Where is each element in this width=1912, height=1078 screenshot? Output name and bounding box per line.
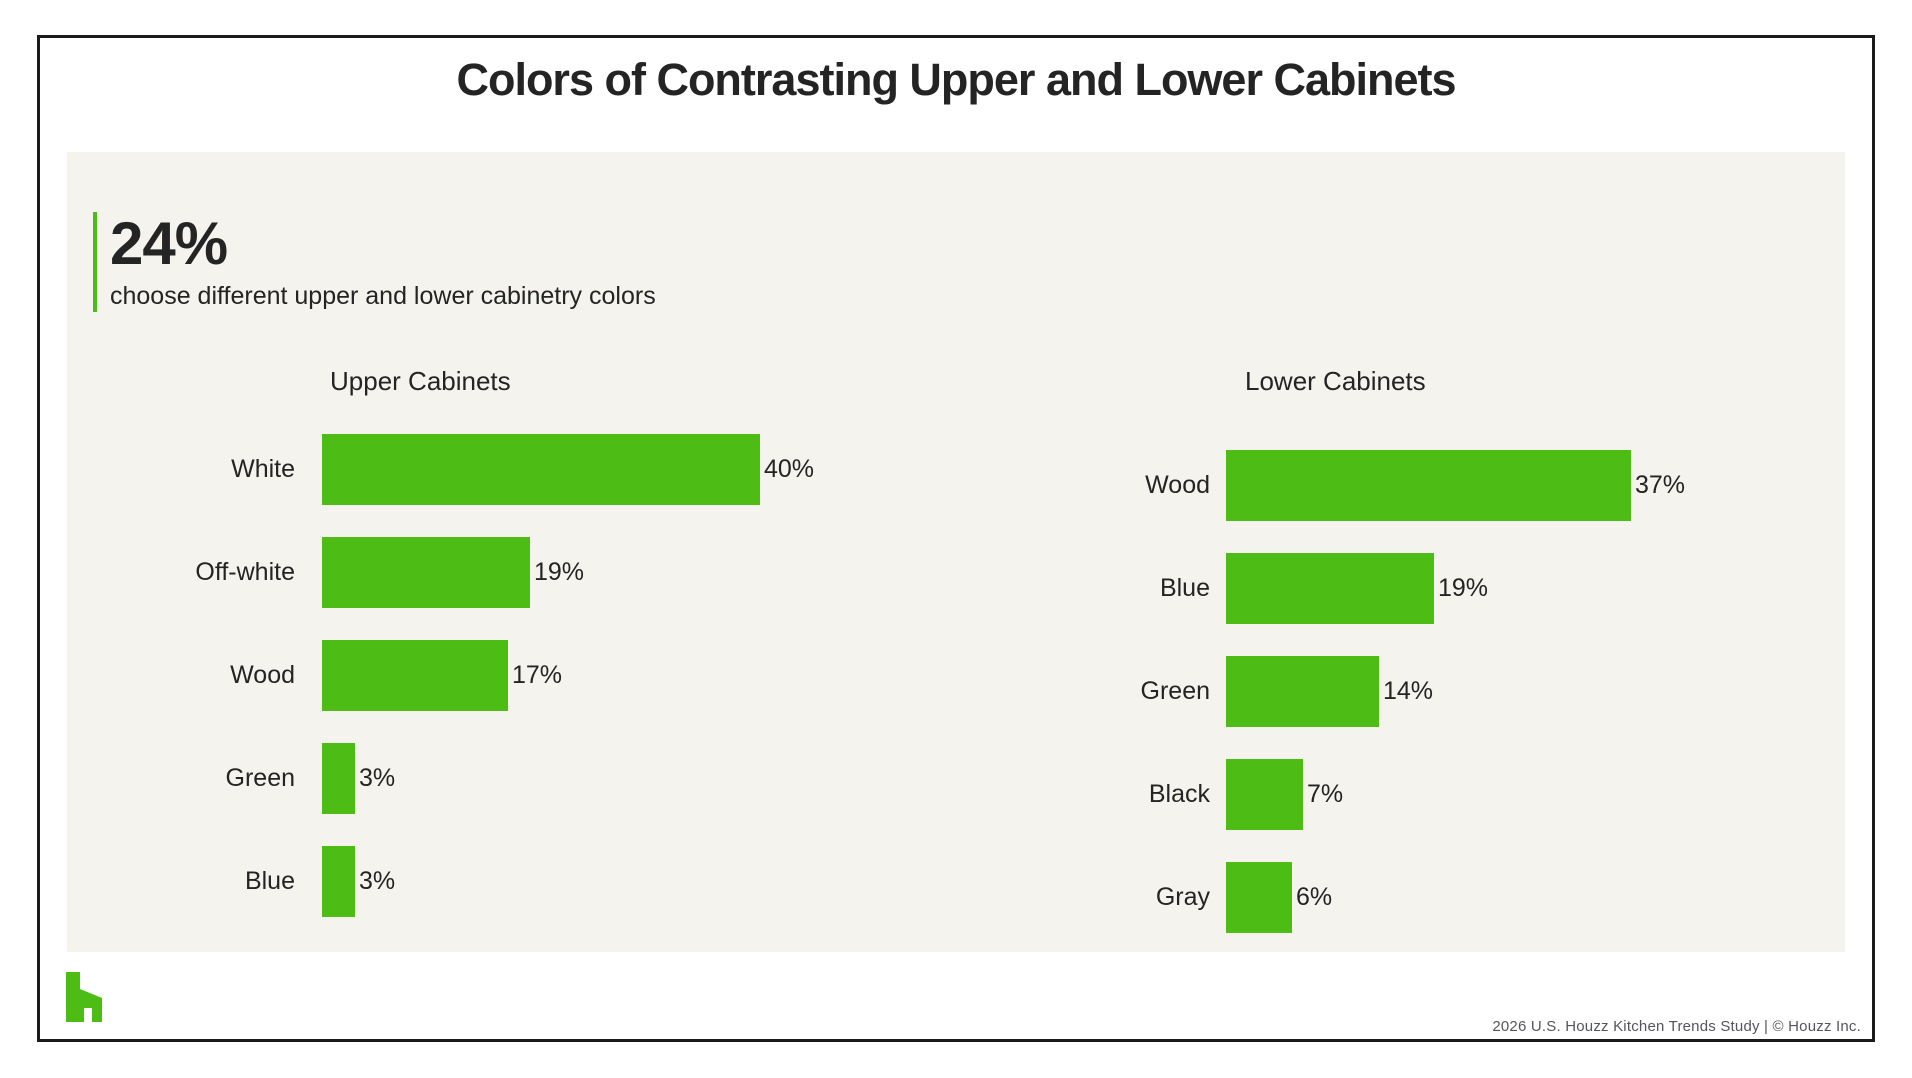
bar-row: Blue 3% [92,846,814,917]
bar-value-label: 14% [1383,677,1434,705]
stat-description: choose different upper and lower cabinet… [110,282,656,310]
bar-category-label: White [231,455,295,483]
chart-panel: 24% choose different upper and lower cab… [67,152,1845,952]
bar-category-label: Blue [1159,574,1210,602]
bar [322,846,355,917]
bar-category-label: Green [225,764,295,792]
bar-category-label: Wood [230,661,295,689]
bar-category-label: Blue [244,867,295,895]
bar-value-label: 40% [764,455,815,483]
bar-value-label: 6% [1296,883,1333,911]
bar-category-label: Wood [1145,471,1210,499]
stat-callout: 24% choose different upper and lower cab… [93,210,656,313]
bar-row: Black 7% [1046,759,1685,830]
upper-cabinets-chart: Upper Cabinets White 40% Off-white 19% Wood 1… [92,364,814,949]
bar-value-label: 19% [1438,574,1489,602]
stat-value: 24% [110,210,228,277]
bar [322,537,530,608]
bar-row: Green 14% [1046,656,1685,727]
chart-title-upper-cabinets: Upper Cabinets [330,366,511,396]
bar [1226,450,1631,521]
lower-cabinets-chart: Lower Cabinets Wood 37% Blue 19% Green 14% Bla… [1046,364,1685,965]
bar-row: Wood 17% [92,640,814,711]
bar-value-label: 17% [512,661,563,689]
footer-credit: 2026 U.S. Houzz Kitchen Trends Study | ©… [1492,1018,1861,1035]
bar-category-label: Green [1140,677,1210,705]
bar-row: Green 3% [92,743,814,814]
bar [1226,656,1379,727]
bar-value-label: 3% [359,764,396,792]
bar [322,640,508,711]
bar [1226,862,1292,933]
bar-row: White 40% [92,434,814,505]
bar-row: Blue 19% [1046,553,1685,624]
bar-row: Wood 37% [1046,450,1685,521]
bar-value-label: 7% [1307,780,1344,808]
bar-row: Off-white 19% [92,537,814,608]
bar [1226,759,1303,830]
bar-value-label: 3% [359,867,396,895]
bar-value-label: 19% [534,558,585,586]
bar-rows: Wood 37% Blue 19% Green 14% Black 7% Gray 6% [1046,450,1685,933]
bar-category-label: Off-white [195,558,295,586]
bar-category-label: Gray [1155,883,1210,911]
bar [322,743,355,814]
bar [1226,553,1434,624]
bar-rows: White 40% Off-white 19% Wood 17% Green 3% Blue 3% [92,434,814,917]
bar-category-label: Black [1148,780,1210,808]
chart-title-lower-cabinets: Lower Cabinets [1245,366,1426,396]
infographic-card: Colors of Contrasting Upper and Lower Ca… [37,35,1875,1042]
houzz-logo-icon [66,972,102,1022]
bar-row: Gray 6% [1046,862,1685,933]
bar-value-label: 37% [1635,471,1686,499]
bar [322,434,760,505]
page-title: Colors of Contrasting Upper and Lower Ca… [456,54,1456,105]
